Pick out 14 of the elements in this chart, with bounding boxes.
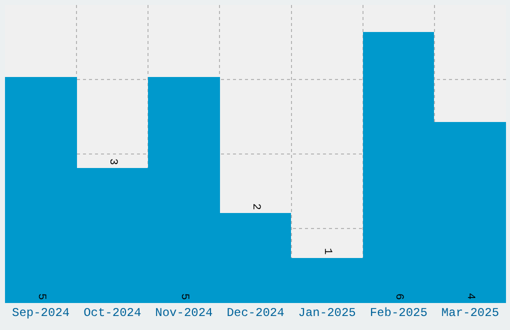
x-tick-label: Oct-2024 [84, 306, 142, 320]
data-label: 2 [250, 203, 262, 210]
data-label: 6 [392, 293, 404, 300]
x-tick-label: Sep-2024 [12, 306, 70, 320]
x-tick-label: Jan-2025 [298, 306, 356, 320]
data-label: 1 [321, 248, 333, 255]
x-tick-label: Dec-2024 [226, 306, 284, 320]
x-tick-label: Mar-2025 [441, 306, 500, 320]
x-tick-label: Feb-2025 [370, 306, 428, 320]
data-label: 5 [35, 293, 47, 300]
x-tick-label: Nov-2024 [155, 306, 213, 320]
data-label: 5 [178, 293, 190, 300]
data-label: 4 [464, 293, 476, 300]
data-label: 3 [106, 158, 118, 165]
